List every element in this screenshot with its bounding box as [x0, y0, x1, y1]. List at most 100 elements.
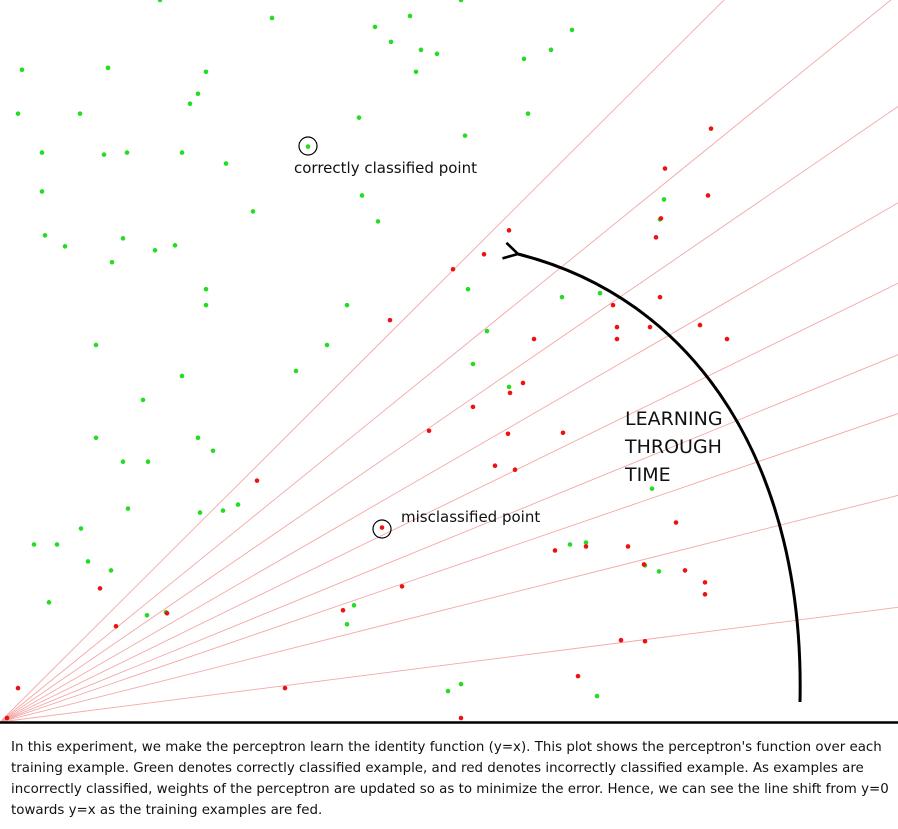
incorrect-point-41 — [618, 637, 624, 643]
correct-point-62 — [197, 510, 203, 515]
correct-point-7 — [418, 47, 424, 53]
perceptron-plot: correctly classified point misclassified… — [0, 0, 898, 724]
incorrect-point-2 — [662, 166, 668, 171]
learning-lines — [0, 0, 898, 723]
incorrect-point-1 — [708, 126, 714, 131]
correct-point-12 — [19, 67, 25, 73]
correct-point-5 — [372, 24, 378, 30]
correct-point-25 — [124, 150, 130, 155]
correct-point-14 — [203, 69, 209, 75]
correct-point-17 — [187, 101, 193, 107]
incorrect-point-37 — [399, 584, 405, 589]
incorrect-point-12 — [614, 324, 620, 330]
correct-point-49 — [324, 342, 330, 348]
incorrect-point-8 — [450, 266, 456, 272]
correct-point-36 — [120, 236, 126, 241]
correct-point-45 — [597, 290, 603, 296]
correct-point-64 — [235, 502, 241, 507]
correct-point-69 — [583, 540, 589, 545]
correct-point-4 — [458, 0, 464, 3]
incorrect-point-43 — [575, 673, 581, 679]
incorrect-point-28 — [552, 548, 558, 553]
correct-point-48 — [93, 342, 99, 348]
correct-point-11 — [521, 56, 527, 62]
correct-point-33 — [661, 197, 667, 202]
incorrect-point-36 — [702, 592, 708, 597]
correct-point-57 — [210, 448, 216, 454]
incorrect-point-21 — [426, 428, 432, 434]
correct-point-38 — [152, 248, 158, 253]
correct-point-3 — [407, 13, 413, 19]
incorrect-point-7 — [481, 251, 487, 257]
correct-point-highlight-circle — [298, 136, 318, 156]
correct-point-46 — [344, 302, 350, 308]
learning-line-3 — [0, 494, 898, 723]
correct-point-81 — [594, 693, 600, 699]
incorrect-point-40 — [113, 623, 119, 629]
correct-point-80 — [445, 688, 451, 694]
correct-point-18 — [15, 111, 21, 116]
incorrect-point-47 — [4, 715, 10, 721]
incorrect-point-38 — [340, 608, 346, 613]
learning-text-line-2: THROUGH — [624, 436, 722, 458]
incorrect-point-24 — [492, 463, 498, 469]
correct-point-63 — [220, 508, 226, 513]
correct-point-44 — [559, 294, 565, 300]
correct-point-79 — [458, 681, 464, 687]
correct-point-15 — [413, 69, 419, 75]
correct-point-70 — [85, 559, 91, 564]
learning-line-5 — [0, 354, 898, 723]
incorrect-point-42 — [642, 638, 648, 644]
correct-point-40 — [109, 259, 115, 265]
incorrect-point-4 — [658, 216, 664, 221]
correct-point-56 — [195, 435, 201, 441]
correct-point-1 — [157, 0, 163, 3]
incorrect-point-33 — [379, 525, 385, 530]
correct-point-23 — [39, 150, 45, 155]
correct-point-42 — [465, 286, 471, 292]
correct-point-66 — [54, 542, 60, 547]
incorrect-point-18 — [520, 380, 526, 386]
misclassified-point-highlight-circle — [372, 519, 392, 539]
correct-point-28 — [305, 144, 311, 149]
correct-point-19 — [77, 111, 83, 116]
correct-point-73 — [656, 569, 662, 574]
incorrect-point-5 — [653, 235, 659, 240]
incorrect-point-34 — [97, 586, 103, 591]
learning-text-line-3: TIME — [624, 464, 671, 486]
learning-line-6 — [0, 282, 898, 723]
correct-point-59 — [145, 459, 151, 465]
correct-point-label: correctly classified point — [294, 159, 477, 177]
correct-point-71 — [108, 568, 114, 573]
incorrect-point-46 — [458, 715, 464, 721]
misclassified-point-label: misclassified point — [401, 508, 540, 526]
incorrect-point-45 — [15, 685, 21, 691]
correct-point-75 — [144, 612, 150, 618]
correct-point-67 — [78, 526, 84, 531]
incorrect-point-13 — [647, 324, 653, 330]
incorrect-point-27 — [673, 520, 679, 525]
correct-point-68 — [567, 542, 573, 547]
incorrect-point-9 — [657, 294, 663, 300]
correct-point-24 — [101, 152, 107, 157]
learning-line-8 — [0, 105, 898, 723]
correct-point-39 — [172, 243, 178, 248]
learning-line-10 — [0, 0, 725, 723]
correct-point-8 — [434, 51, 440, 57]
incorrect-point-20 — [470, 404, 476, 410]
learning-arrow — [502, 241, 802, 703]
correct-point-30 — [359, 193, 365, 198]
incorrect-point-31 — [641, 562, 647, 567]
correct-point-6 — [388, 39, 394, 45]
incorrect-point-30 — [625, 544, 631, 549]
incorrect-point-3 — [705, 193, 711, 198]
correct-point-54 — [140, 397, 146, 403]
correct-point-10 — [548, 47, 554, 53]
incorrect-point-10 — [610, 302, 616, 308]
learning-line-2 — [0, 606, 898, 723]
learning-line-7 — [0, 202, 898, 723]
incorrect-point-14 — [387, 317, 393, 323]
correct-point-22 — [462, 133, 468, 138]
incorrect-point-23 — [560, 430, 566, 436]
incorrect-point-6 — [506, 228, 512, 233]
